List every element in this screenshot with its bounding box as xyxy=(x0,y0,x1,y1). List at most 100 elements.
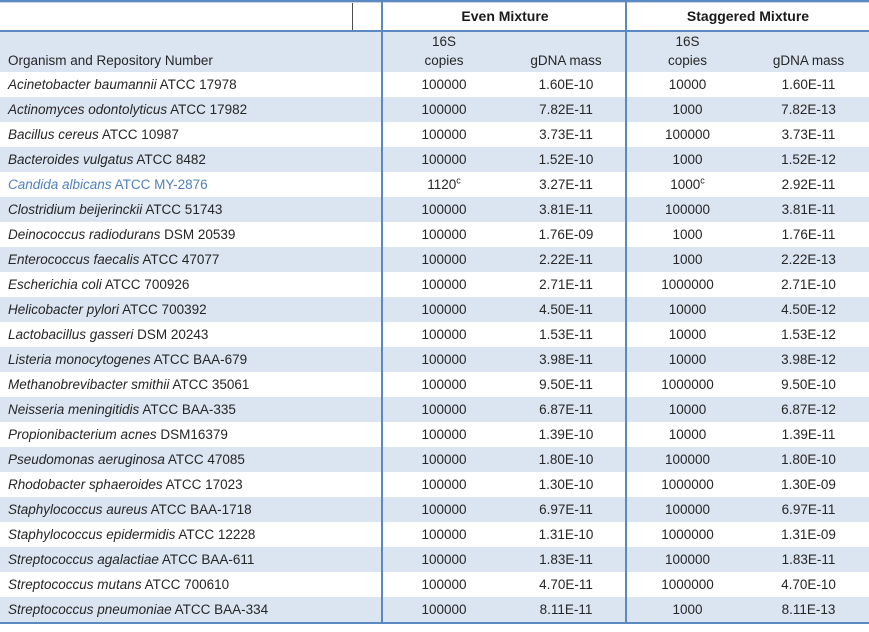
staggered-copies-header-line2: copies xyxy=(667,53,708,68)
even-copies-cell: 100000 xyxy=(383,122,505,147)
organism-cell: Staphylococcus aureus ATCC BAA-1718 xyxy=(0,497,383,522)
table-row: Actinomyces odontolyticus ATCC 17982 100… xyxy=(0,97,869,122)
table-top-border-light xyxy=(0,2,869,3)
species-name: Streptococcus mutans xyxy=(8,577,142,592)
species-name: Candida albicans xyxy=(8,177,112,192)
table-row: Escherichia coli ATCC 700926 100000 2.71… xyxy=(0,272,869,297)
staggered-gdna-mass-cell: 8.11E-13 xyxy=(781,602,836,617)
table-row: Candida albicans ATCC MY-2876 1120c 3.27… xyxy=(0,172,869,197)
repository-number: DSM16379 xyxy=(160,427,228,442)
table-row: Streptococcus mutans ATCC 700610 100000 … xyxy=(0,572,869,597)
staggered-copies-cell: 1000 xyxy=(627,222,748,247)
group-header-row: Even Mixture Staggered Mixture xyxy=(0,3,869,30)
even-gdna-mass-column-header: gDNA mass xyxy=(530,53,602,68)
repository-number: DSM 20243 xyxy=(137,327,209,342)
even-copies-cell: 100000 xyxy=(383,472,505,497)
staggered-copies-value: 1000 xyxy=(670,177,701,192)
even-copies-value: 100000 xyxy=(421,602,467,617)
species-name: Clostridium beijerinckii xyxy=(8,202,143,217)
organism-cell: Pseudomonas aeruginosa ATCC 47085 xyxy=(0,447,383,472)
header-divider-line xyxy=(0,30,869,32)
species-name: Lactobacillus gasseri xyxy=(8,327,134,342)
species-name: Escherichia coli xyxy=(8,277,102,292)
repository-number: ATCC BAA-334 xyxy=(174,602,269,617)
table-row: Streptococcus pneumoniae ATCC BAA-334 10… xyxy=(0,597,869,622)
even-copies-value: 100000 xyxy=(421,127,467,142)
staggered-gdna-mass-cell: 2.92E-11 xyxy=(781,177,836,192)
repository-number: DSM 20539 xyxy=(164,227,236,242)
organism-group-header-spacer xyxy=(0,3,383,30)
repository-number: ATCC 47085 xyxy=(167,452,245,467)
staggered-copies-value: 1000000 xyxy=(661,577,714,592)
species-name: Enterococcus faecalis xyxy=(8,252,140,267)
staggered-copies-header-line1: 16S xyxy=(675,34,700,49)
staggered-copies-value: 10000 xyxy=(668,427,707,442)
organism-cell: Listeria monocytogenes ATCC BAA-679 xyxy=(0,347,383,372)
even-gdna-mass-cell: 4.70E-11 xyxy=(539,577,593,592)
staggered-copies-footnote: c xyxy=(700,175,705,186)
staggered-copies-cell: 10000 xyxy=(627,297,748,322)
even-copies-value: 100000 xyxy=(421,202,467,217)
even-gdna-mass-cell: 3.27E-11 xyxy=(539,177,593,192)
even-copies-cell: 100000 xyxy=(383,247,505,272)
organism-cell: Acinetobacter baumannii ATCC 17978 xyxy=(0,72,383,97)
staggered-copies-cell: 10000 xyxy=(627,422,748,447)
species-name: Acinetobacter baumannii xyxy=(8,77,157,92)
organism-cell: Streptococcus agalactiae ATCC BAA-611 xyxy=(0,547,383,572)
organism-cell: Methanobrevibacter smithii ATCC 35061 xyxy=(0,372,383,397)
staggered-gdna-mass-cell: 1.76E-11 xyxy=(781,227,836,242)
even-copies-footnote: c xyxy=(456,175,461,186)
organism-cell: Clostridium beijerinckii ATCC 51743 xyxy=(0,197,383,222)
staggered-gdna-mass-cell: 1.53E-12 xyxy=(781,327,836,342)
staggered-gdna-mass-cell: 1.31E-09 xyxy=(781,527,836,542)
staggered-copies-value: 10000 xyxy=(668,77,707,92)
organism-cell: Actinomyces odontolyticus ATCC 17982 xyxy=(0,97,383,122)
organism-column-header: Organism and Repository Number xyxy=(8,53,213,68)
staggered-copies-value: 1000000 xyxy=(661,277,714,292)
even-copies-value: 100000 xyxy=(421,252,467,267)
staggered-copies-value: 100000 xyxy=(664,127,711,142)
repository-number: ATCC 51743 xyxy=(145,202,223,217)
table-row: Methanobrevibacter smithii ATCC 35061 10… xyxy=(0,372,869,397)
table-row: Neisseria meningitidis ATCC BAA-335 1000… xyxy=(0,397,869,422)
even-copies-cell: 100000 xyxy=(383,422,505,447)
staggered-gdna-mass-cell: 9.50E-10 xyxy=(781,377,836,392)
staggered-copies-value: 10000 xyxy=(668,352,707,367)
organism-cell: Streptococcus pneumoniae ATCC BAA-334 xyxy=(0,597,383,622)
organism-cell: Neisseria meningitidis ATCC BAA-335 xyxy=(0,397,383,422)
table-row: Bacillus cereus ATCC 10987 100000 3.73E-… xyxy=(0,122,869,147)
table-row: Clostridium beijerinckii ATCC 51743 1000… xyxy=(0,197,869,222)
table-row: Pseudomonas aeruginosa ATCC 47085 100000… xyxy=(0,447,869,472)
even-gdna-mass-cell: 3.98E-11 xyxy=(539,352,593,367)
repository-number: ATCC 10987 xyxy=(101,127,179,142)
even-gdna-mass-cell: 1.39E-10 xyxy=(538,427,594,442)
staggered-copies-cell: 10000 xyxy=(627,397,748,422)
organism-cell: Rhodobacter sphaeroides ATCC 17023 xyxy=(0,472,383,497)
staggered-copies-value: 1000000 xyxy=(661,477,714,492)
even-copies-value: 100000 xyxy=(421,552,467,567)
organism-cell: Lactobacillus gasseri DSM 20243 xyxy=(0,322,383,347)
even-gdna-mass-cell: 3.81E-11 xyxy=(539,202,593,217)
staggered-gdna-mass-cell: 3.73E-11 xyxy=(781,127,836,142)
organism-cell: Enterococcus faecalis ATCC 47077 xyxy=(0,247,383,272)
even-copies-cell: 1120c xyxy=(383,172,505,197)
even-copies-cell: 100000 xyxy=(383,597,505,622)
organism-cell: Helicobacter pylori ATCC 700392 xyxy=(0,297,383,322)
staggered-copies-value: 10000 xyxy=(668,302,707,317)
species-name: Neisseria meningitidis xyxy=(8,402,140,417)
even-gdna-mass-cell: 6.87E-11 xyxy=(539,402,593,417)
table-row: Bacteroides vulgatus ATCC 8482 100000 1.… xyxy=(0,147,869,172)
staggered-gdna-mass-cell: 1.30E-09 xyxy=(781,477,836,492)
even-gdna-mass-cell: 8.11E-11 xyxy=(539,602,593,617)
staggered-gdna-mass-cell: 3.98E-12 xyxy=(781,352,836,367)
even-gdna-mass-cell: 1.76E-09 xyxy=(538,227,594,242)
staggered-copies-cell: 1000 xyxy=(627,247,748,272)
staggered-copies-cell: 1000000 xyxy=(627,272,748,297)
even-copies-header-line2: copies xyxy=(424,53,464,68)
table-row: Acinetobacter baumannii ATCC 17978 10000… xyxy=(0,72,869,97)
staggered-gdna-mass-cell: 1.52E-12 xyxy=(781,152,836,167)
staggered-copies-cell: 100000 xyxy=(627,197,748,222)
staggered-copies-column-header: 16S copies xyxy=(627,32,748,72)
even-copies-value: 100000 xyxy=(421,502,467,517)
even-copies-value: 100000 xyxy=(421,102,467,117)
